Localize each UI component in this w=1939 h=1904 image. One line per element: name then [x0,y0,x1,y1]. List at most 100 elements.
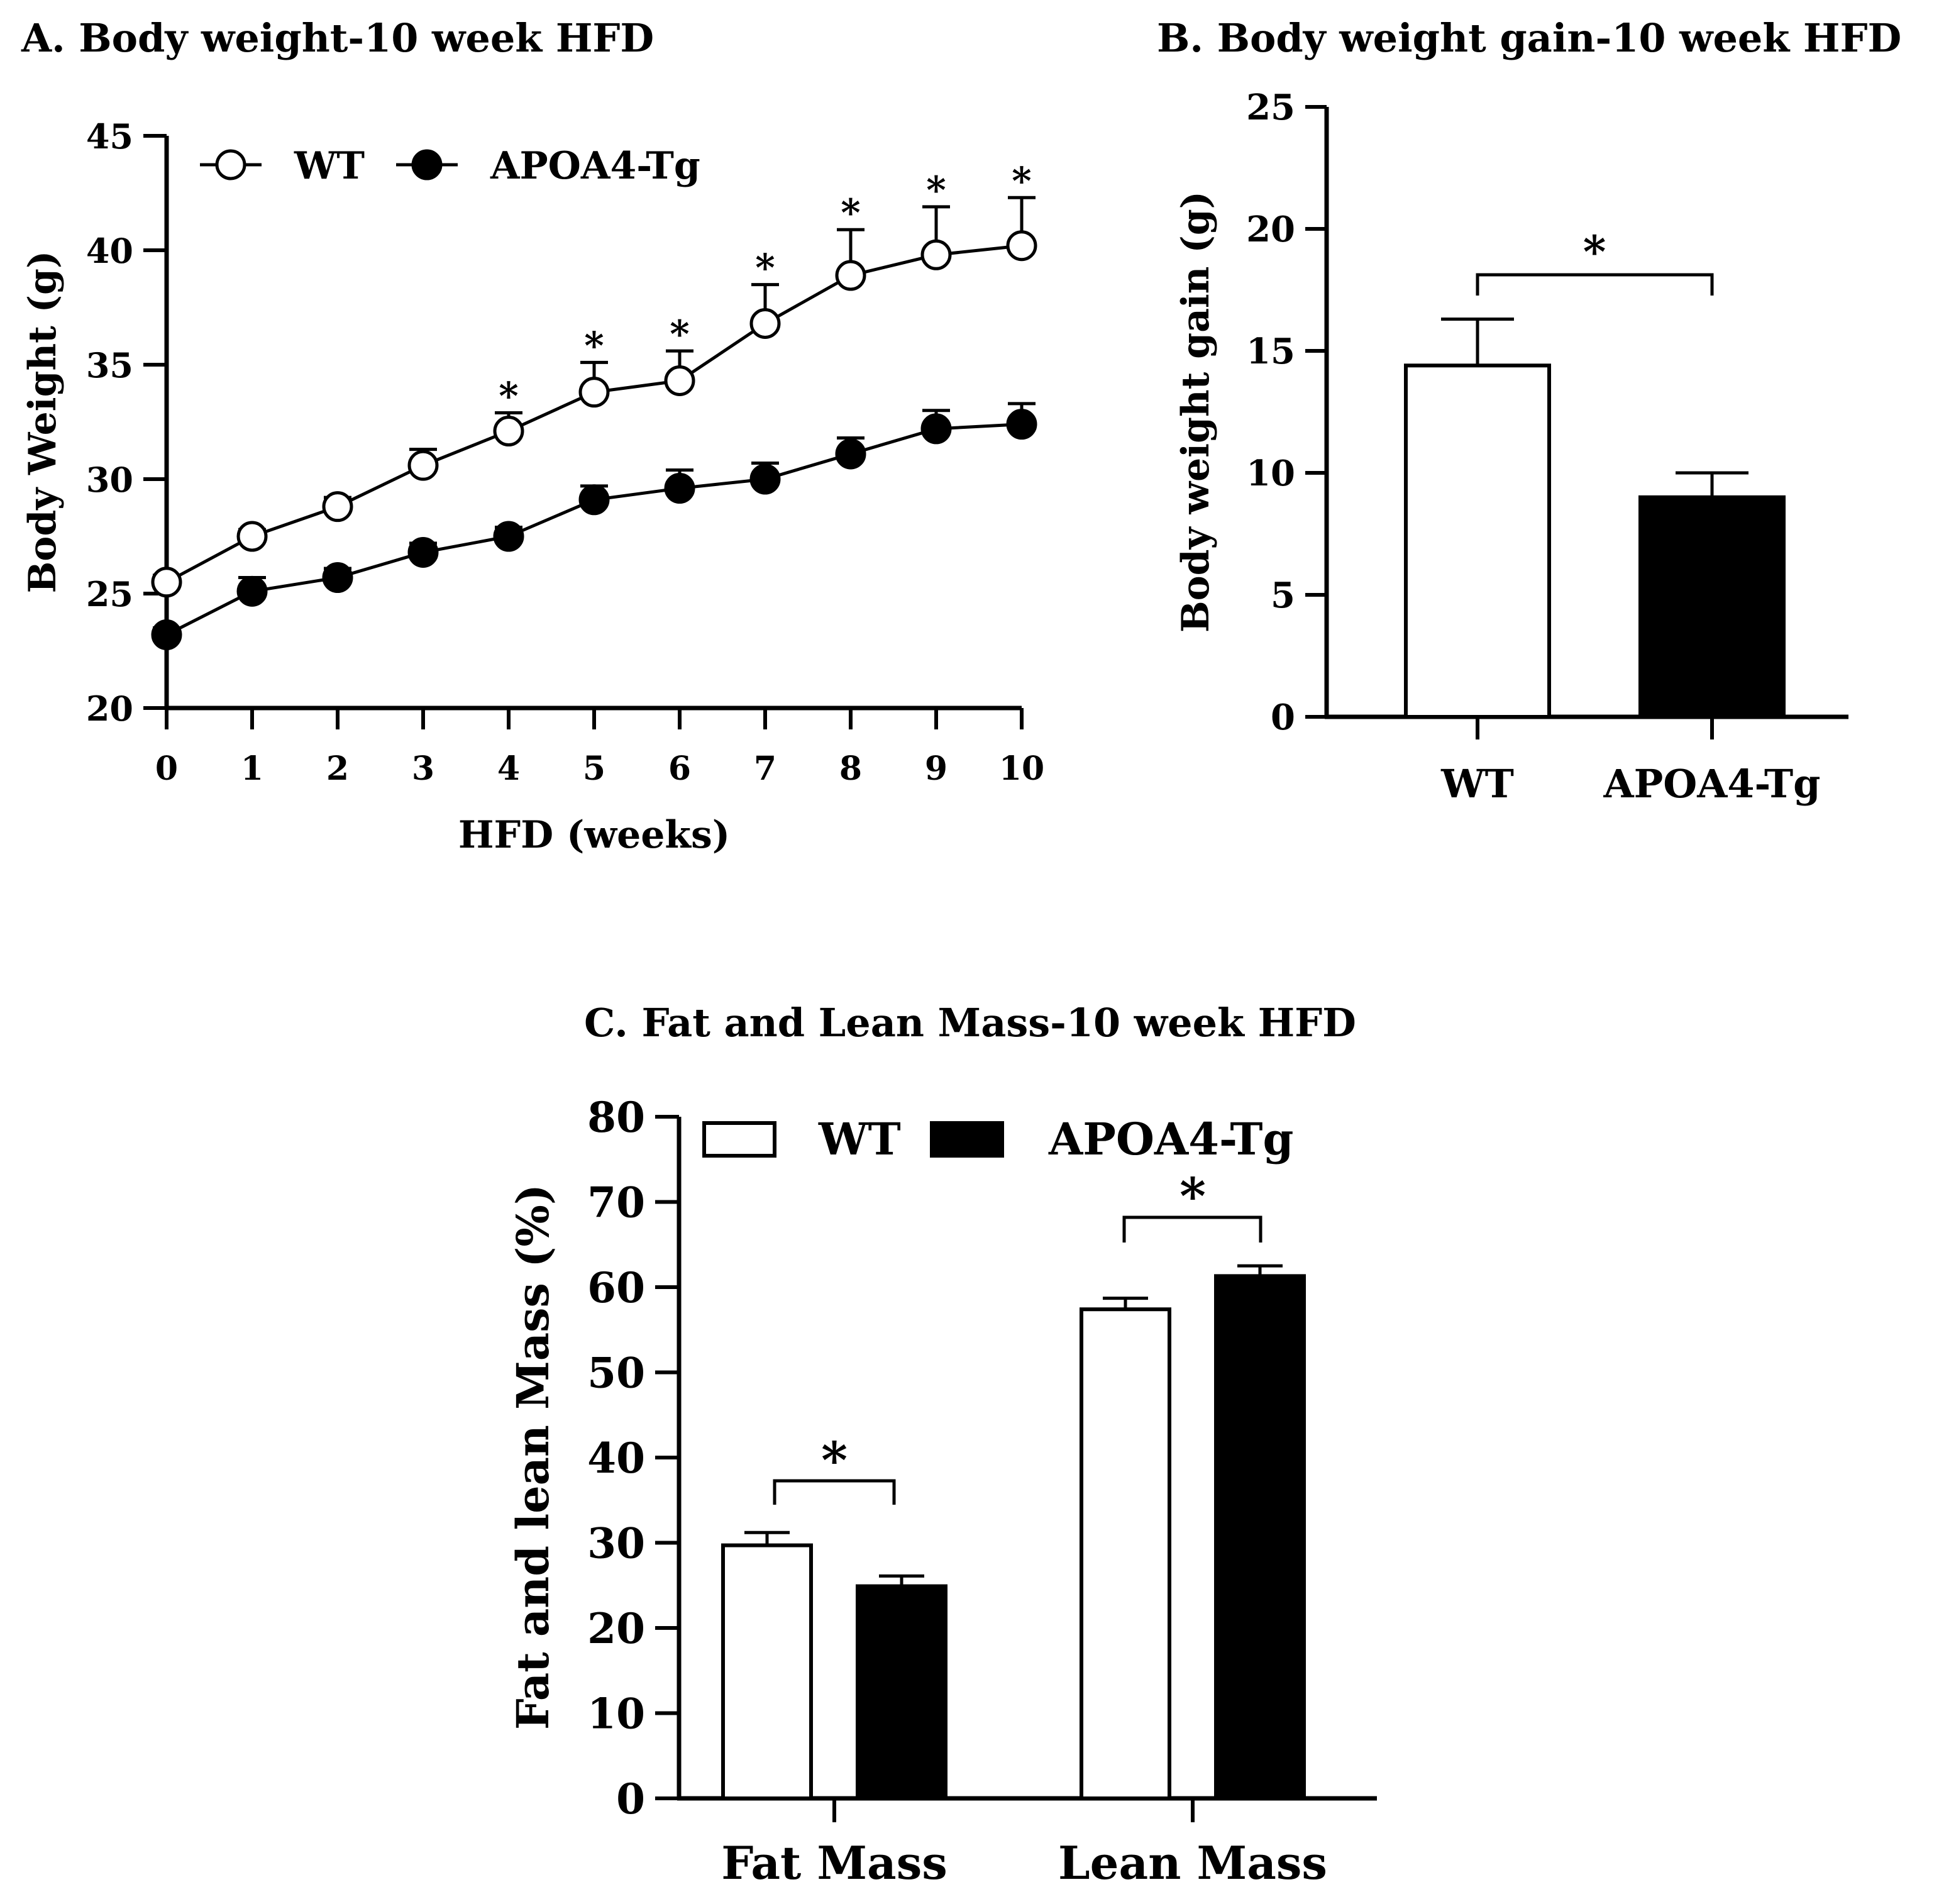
y-tick-label: 30 [587,1519,645,1568]
data-point [407,536,439,568]
y-tick-label: 20 [587,1604,645,1653]
data-point [920,413,952,445]
x-tick-label: 5 [583,750,605,788]
y-tick-label: 10 [1246,453,1295,494]
data-point [749,307,781,339]
x-tick-label: 7 [754,750,776,788]
x-tick-label: 10 [999,750,1044,788]
significance-star: * [584,324,604,368]
panel-c-fat-significance-star: * [821,1431,848,1490]
data-point [151,567,182,598]
y-tick-label: 40 [587,1434,645,1483]
panel-c-bar-chart: C. Fat and Lean Mass-10 week HFD 0 10 20 30… [507,1000,1377,1890]
x-tick-label: 8 [839,750,862,788]
panel-b-y-ticks: 0 5 10 15 20 25 [1246,87,1327,738]
x-tick-label: 4 [497,750,520,788]
y-tick-label: 30 [86,460,133,500]
panel-a-y-ticks: 20 25 30 35 40 45 [86,116,167,729]
data-point [407,450,439,481]
significance-star: * [499,374,518,418]
panel-a-line-chart: A. Body weight-10 week HFD 202530354045 … [21,15,1044,857]
panel-c-lean-significance-star: * [1179,1166,1206,1226]
y-tick-label: 20 [86,689,133,729]
panel-c-bars: Fat Mass Lean Mass [721,1264,1327,1890]
data-point [236,575,268,607]
panel-a-x-ticks: 0 1 2 3 4 5 6 7 8 9 10 [155,708,1044,788]
data-point [835,438,866,470]
bar-apoa4-tg [1638,495,1786,719]
panel-b-significance-bracket [1476,273,1714,296]
panel-a-legend: WT APOA4-Tg [200,144,700,188]
x-tick-label: 0 [155,750,178,788]
data-point [920,239,952,270]
data-point [749,463,781,495]
legend-apoa4-marker [411,149,443,180]
data-point [322,562,353,594]
legend-apoa4-swatch [930,1121,1004,1158]
panel-a-series: * * * * * * * [151,159,1037,651]
bar-lean-mass-wt [1080,1307,1171,1800]
panel-a-title: A. Body weight-10 week HFD [21,15,654,61]
legend-apoa4-label: APOA4-Tg [1048,1113,1293,1165]
panel-c-title: C. Fat and Lean Mass-10 week HFD [584,1000,1356,1046]
data-point [1006,230,1037,262]
y-tick-label: 40 [86,231,133,271]
y-tick-label: 25 [1246,87,1295,128]
y-tick-label: 50 [587,1349,645,1398]
x-category-label: WT [1440,761,1514,807]
significance-star: * [926,169,946,213]
y-tick-label: 60 [587,1263,645,1312]
bar-fat-mass-apoa4-tg [856,1584,947,1800]
data-point [1006,409,1037,440]
y-tick-label: 25 [86,574,133,614]
panel-a-x-label: HFD (weeks) [458,813,730,857]
panel-a-axes [164,136,1022,711]
panel-c-lean-significance-bracket [1122,1215,1262,1243]
legend-wt-marker [215,149,246,180]
significance-star: * [1012,159,1031,203]
y-tick-label: 15 [1246,331,1295,372]
legend-apoa4-label: APOA4-Tg [490,144,700,188]
data-point [236,521,268,552]
data-point [664,365,695,396]
panel-a-y-label: Body Weight (g) [21,251,65,594]
panel-b-bar-chart: B. Body weight gain-10 week HFD 0 5 10 15 20… [1157,15,1901,807]
y-tick-label: 0 [616,1774,645,1824]
significance-star: * [841,191,860,235]
panel-c-legend: WT APOA4-Tg [702,1113,1293,1165]
panel-c-fat-significance-bracket [773,1479,896,1505]
y-tick-label: 45 [86,116,133,157]
significance-star: * [670,313,689,357]
data-point [493,416,524,447]
panel-b-significance-star: * [1583,226,1606,278]
x-tick-label: 3 [412,750,434,788]
panel-b-title: B. Body weight gain-10 week HFD [1157,15,1901,61]
x-tick-label: 6 [668,750,691,788]
data-point [835,260,866,291]
series-apoa4-tg [151,402,1037,651]
legend-wt-swatch [702,1121,776,1158]
x-category-label: APOA4-Tg [1603,761,1821,807]
x-category-label: Lean Mass [1058,1836,1327,1890]
bar-lean-mass-apoa4-tg [1214,1274,1306,1800]
x-category-label: Fat Mass [721,1836,947,1890]
bar-wt [1404,363,1551,719]
y-tick-label: 80 [587,1093,645,1142]
data-point [151,619,182,651]
x-tick-label: 2 [326,750,349,788]
x-tick-label: 1 [241,750,263,788]
significance-star: * [755,246,775,291]
panel-b-bars: WT APOA4-Tg [1404,318,1821,807]
series-line [165,244,1022,584]
data-point [664,473,695,504]
y-tick-label: 0 [1271,697,1295,738]
legend-wt-label: WT [294,144,365,188]
y-tick-label: 5 [1271,575,1295,616]
y-tick-label: 70 [587,1178,645,1227]
data-point [322,491,353,523]
legend-wt-label: WT [818,1113,901,1165]
y-tick-label: 10 [587,1690,645,1739]
data-point [578,377,610,408]
panel-c-significance: * * [773,1166,1262,1505]
